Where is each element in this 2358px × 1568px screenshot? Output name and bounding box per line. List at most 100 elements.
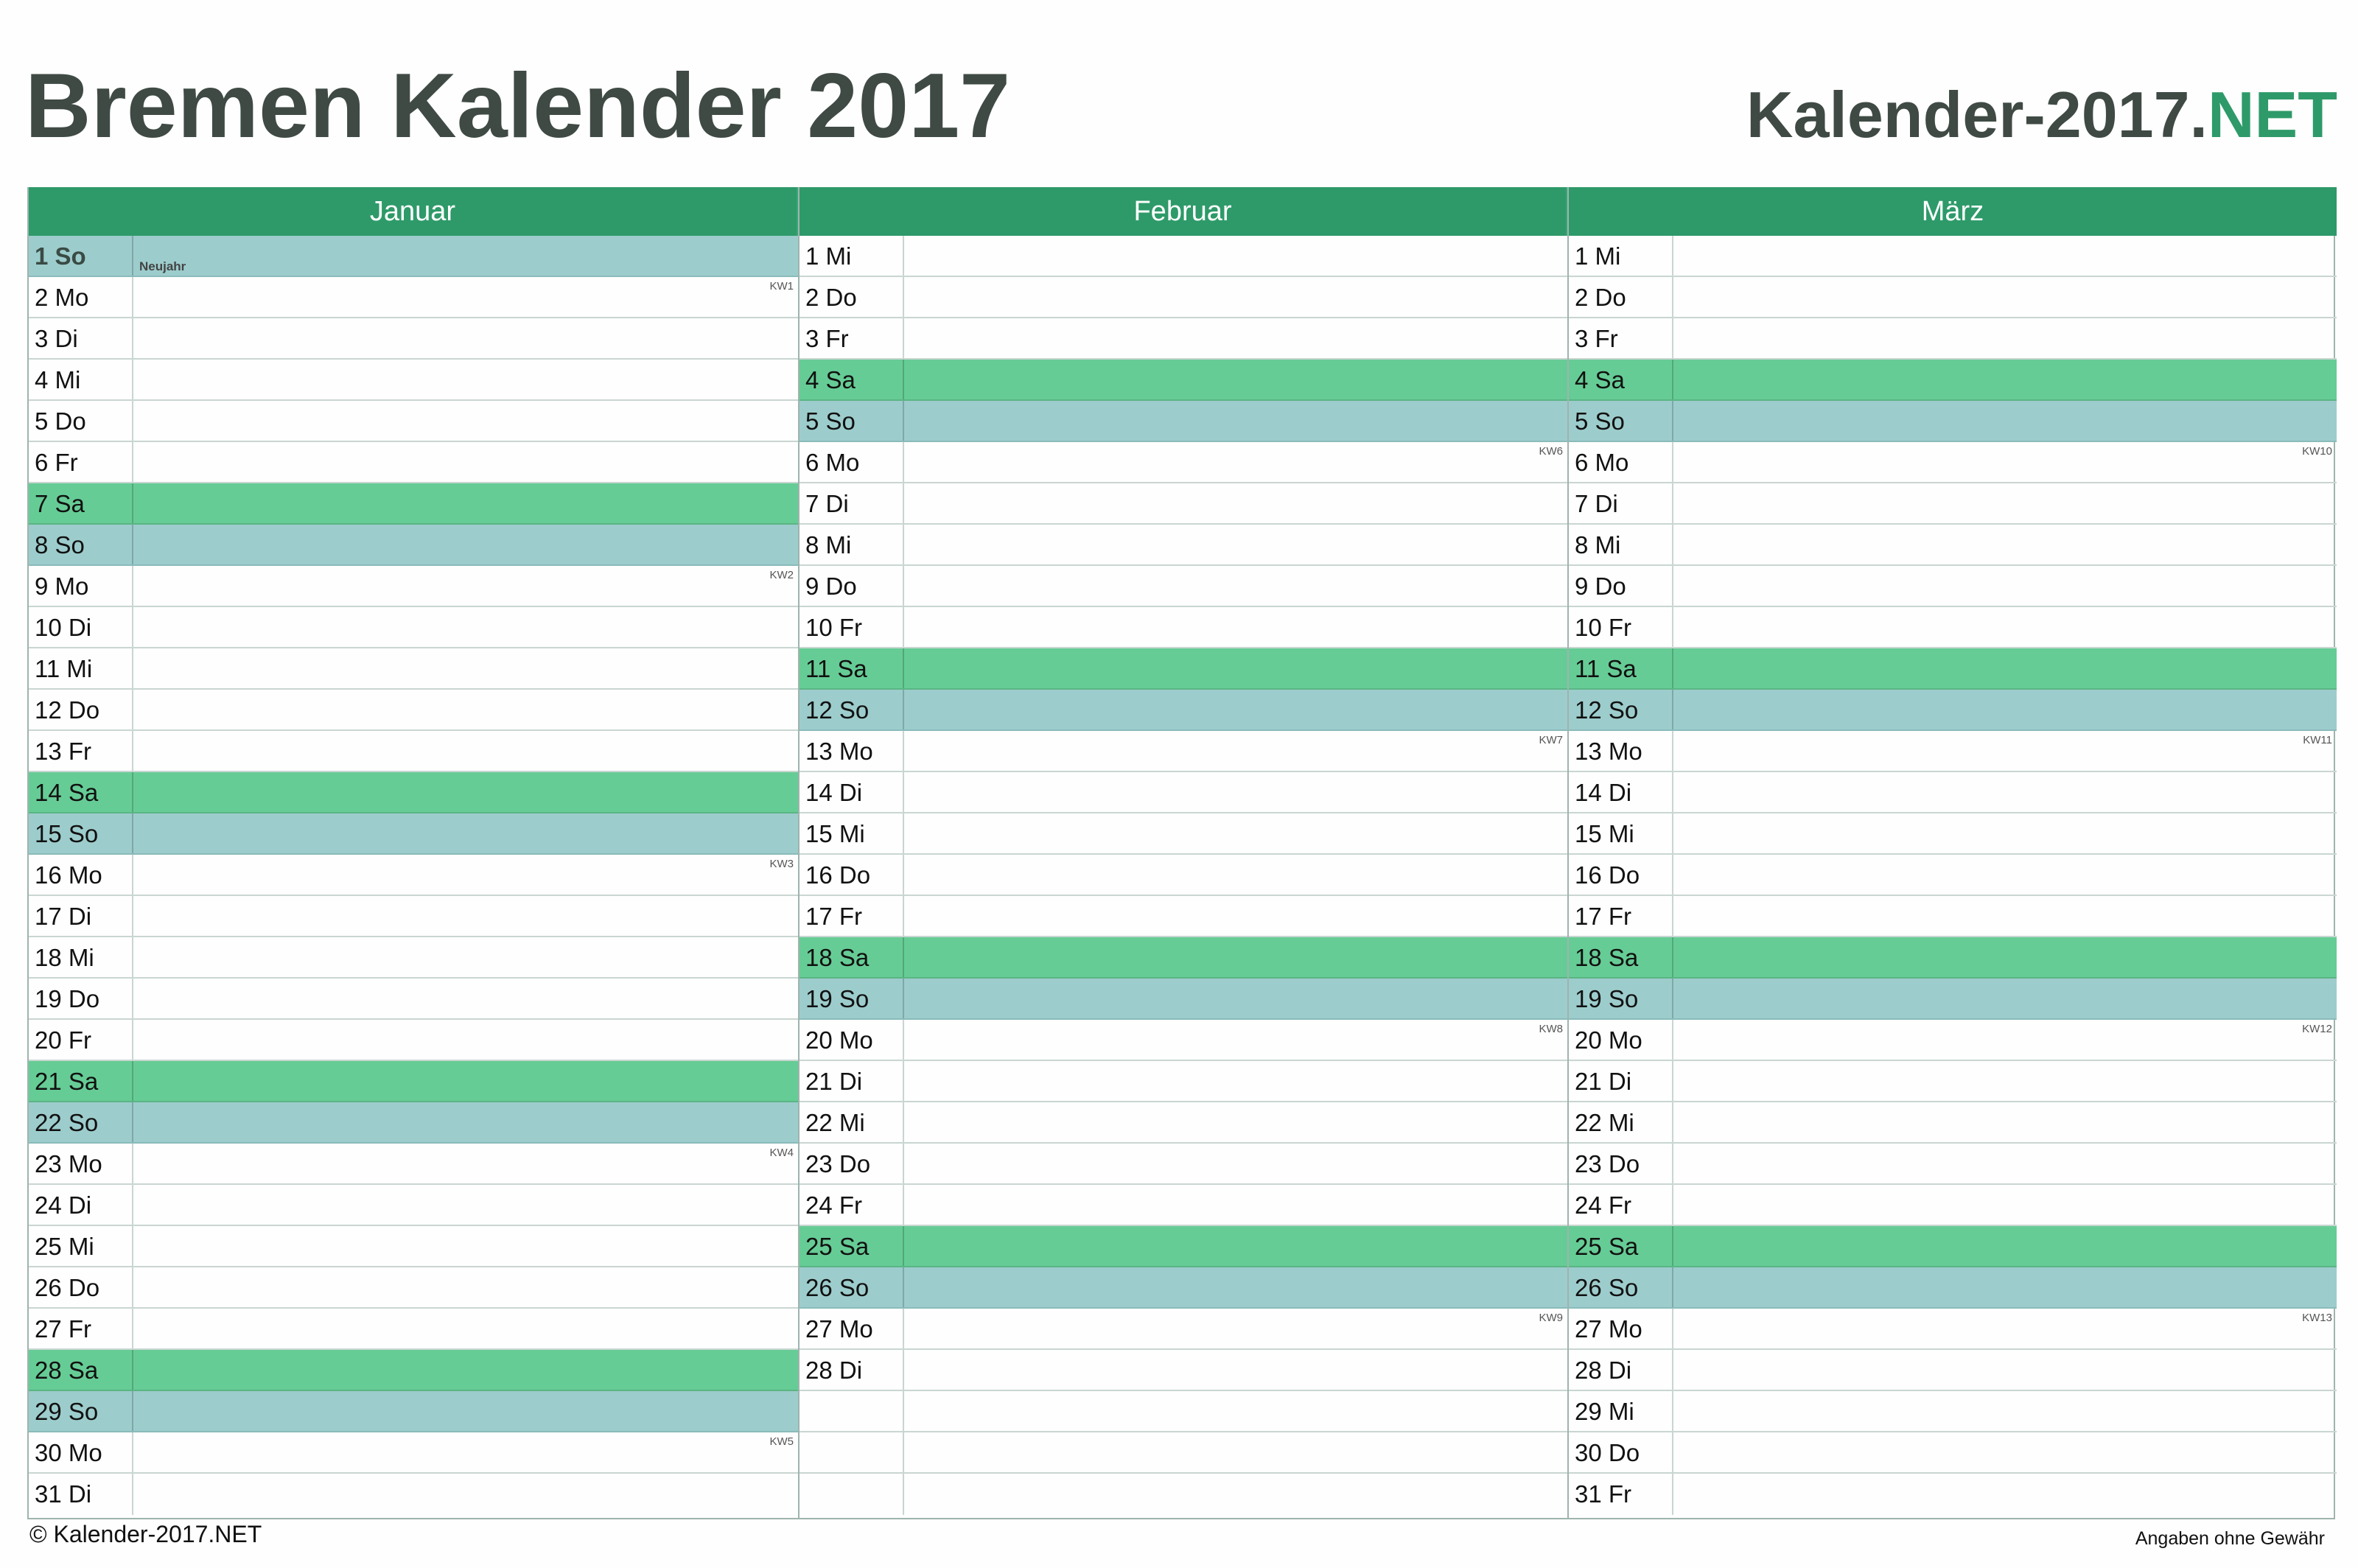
day-note-cell[interactable] [133, 483, 798, 523]
day-note-cell[interactable] [1673, 1350, 2337, 1390]
day-note-cell[interactable] [1673, 607, 2337, 647]
day-note-cell[interactable] [133, 401, 798, 441]
day-note-cell[interactable] [1673, 1226, 2337, 1266]
day-note-cell[interactable] [904, 1102, 1567, 1142]
day-note-cell[interactable] [1673, 566, 2337, 606]
day-note-cell[interactable] [1673, 1185, 2337, 1225]
day-note-cell[interactable] [1673, 648, 2337, 688]
day-note-cell[interactable] [904, 525, 1567, 564]
day-note-cell[interactable] [133, 690, 798, 729]
day-note-cell[interactable] [1673, 813, 2337, 853]
day-note-cell[interactable] [1673, 937, 2337, 977]
day-note-cell[interactable] [904, 1061, 1567, 1101]
day-note-cell[interactable] [133, 1020, 798, 1060]
day-note-cell[interactable]: KW11 [1673, 731, 2337, 771]
day-note-cell[interactable] [1673, 401, 2337, 441]
day-note-cell[interactable] [904, 1432, 1567, 1472]
day-label: 18 Sa [1569, 937, 1673, 977]
day-note-cell[interactable] [904, 1267, 1567, 1307]
day-note-cell[interactable] [133, 318, 798, 358]
day-note-cell[interactable] [904, 855, 1567, 895]
day-note-cell[interactable] [133, 525, 798, 564]
day-note-cell[interactable] [904, 1391, 1567, 1431]
day-note-cell[interactable] [1673, 690, 2337, 729]
day-note-cell[interactable]: KW12 [1673, 1020, 2337, 1060]
day-note-cell[interactable] [133, 731, 798, 771]
day-note-cell[interactable] [904, 1226, 1567, 1266]
day-note-cell[interactable] [1673, 318, 2337, 358]
day-note-cell[interactable] [904, 360, 1567, 399]
day-note-cell[interactable]: KW8 [904, 1020, 1567, 1060]
day-note-cell[interactable] [904, 648, 1567, 688]
day-note-cell[interactable]: Neujahr [133, 236, 798, 276]
day-note-cell[interactable] [133, 1226, 798, 1266]
day-note-cell[interactable]: KW5 [133, 1432, 798, 1472]
day-note-cell[interactable]: KW9 [904, 1309, 1567, 1348]
day-note-cell[interactable] [133, 1102, 798, 1142]
day-note-cell[interactable] [904, 1350, 1567, 1390]
day-note-cell[interactable] [904, 236, 1567, 276]
day-note-cell[interactable] [904, 1474, 1567, 1515]
day-note-cell[interactable] [904, 937, 1567, 977]
day-note-cell[interactable] [133, 648, 798, 688]
day-note-cell[interactable]: KW4 [133, 1144, 798, 1183]
day-label: 15 So [29, 813, 133, 853]
day-note-cell[interactable] [1673, 772, 2337, 812]
day-row: 26 Do [29, 1267, 798, 1309]
day-note-cell[interactable]: KW2 [133, 566, 798, 606]
day-note-cell[interactable] [904, 318, 1567, 358]
day-note-cell[interactable]: KW13 [1673, 1309, 2337, 1348]
day-note-cell[interactable] [133, 1391, 798, 1431]
day-note-cell[interactable]: KW3 [133, 855, 798, 895]
day-note-cell[interactable] [1673, 896, 2337, 936]
day-note-cell[interactable] [1673, 979, 2337, 1018]
day-note-cell[interactable] [904, 813, 1567, 853]
day-label: 27 Fr [29, 1309, 133, 1348]
day-label: 19 So [1569, 979, 1673, 1018]
day-note-cell[interactable] [133, 979, 798, 1018]
day-note-cell[interactable] [1673, 1144, 2337, 1183]
day-note-cell[interactable]: KW1 [133, 277, 798, 317]
day-note-cell[interactable] [1673, 1102, 2337, 1142]
day-note-cell[interactable] [904, 979, 1567, 1018]
day-note-cell[interactable] [1673, 855, 2337, 895]
day-note-cell[interactable] [904, 772, 1567, 812]
day-note-cell[interactable] [133, 1185, 798, 1225]
day-note-cell[interactable]: KW7 [904, 731, 1567, 771]
day-note-cell[interactable] [133, 937, 798, 977]
day-note-cell[interactable] [133, 772, 798, 812]
day-note-cell[interactable] [904, 483, 1567, 523]
day-note-cell[interactable] [1673, 1267, 2337, 1307]
day-note-cell[interactable] [133, 360, 798, 399]
day-note-cell[interactable] [133, 1350, 798, 1390]
day-note-cell[interactable]: KW6 [904, 442, 1567, 482]
day-note-cell[interactable] [1673, 1391, 2337, 1431]
day-note-cell[interactable] [904, 277, 1567, 317]
day-note-cell[interactable] [133, 442, 798, 482]
day-note-cell[interactable] [904, 401, 1567, 441]
day-note-cell[interactable] [133, 1474, 798, 1515]
day-note-cell[interactable] [1673, 1474, 2337, 1515]
day-note-cell[interactable] [904, 690, 1567, 729]
day-note-cell[interactable] [1673, 360, 2337, 399]
day-note-cell[interactable] [1673, 1061, 2337, 1101]
day-note-cell[interactable] [1673, 236, 2337, 276]
day-note-cell[interactable] [1673, 525, 2337, 564]
day-note-cell[interactable] [904, 896, 1567, 936]
day-note-cell[interactable] [904, 1185, 1567, 1225]
brand-name: Kalender-2017. [1746, 78, 2208, 151]
day-note-cell[interactable] [904, 1144, 1567, 1183]
day-note-cell[interactable] [1673, 1432, 2337, 1472]
day-note-cell[interactable] [133, 1267, 798, 1307]
day-note-cell[interactable] [904, 566, 1567, 606]
day-row: 4 Sa [1569, 360, 2337, 401]
day-note-cell[interactable] [133, 813, 798, 853]
day-note-cell[interactable] [1673, 483, 2337, 523]
day-note-cell[interactable] [133, 1061, 798, 1101]
day-note-cell[interactable] [133, 1309, 798, 1348]
day-note-cell[interactable]: KW10 [1673, 442, 2337, 482]
day-note-cell[interactable] [133, 896, 798, 936]
day-note-cell[interactable] [904, 607, 1567, 647]
day-note-cell[interactable] [1673, 277, 2337, 317]
day-note-cell[interactable] [133, 607, 798, 647]
